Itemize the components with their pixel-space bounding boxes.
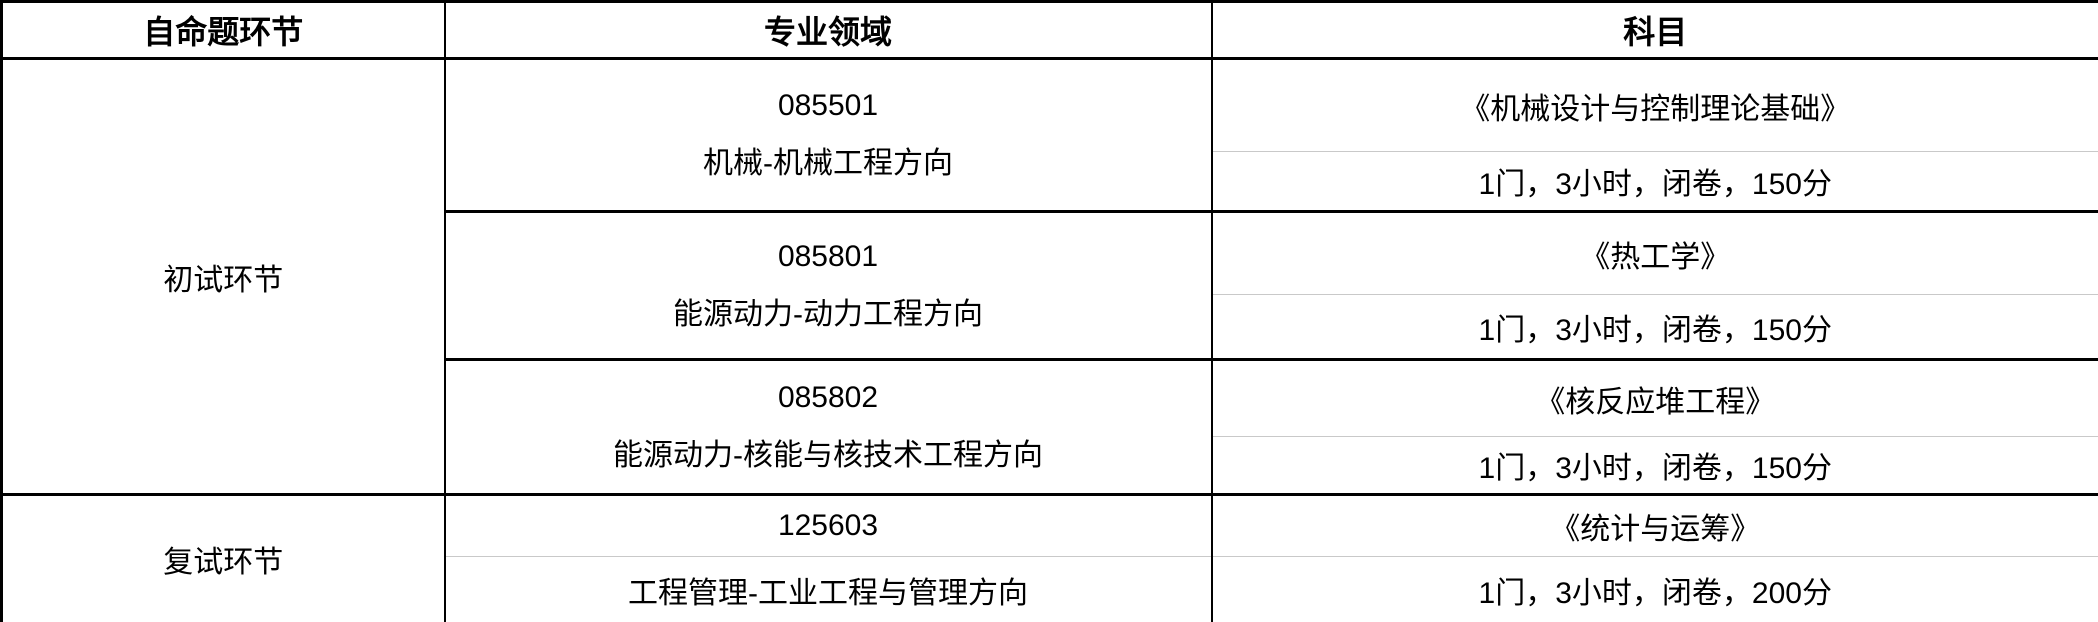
table-row: 085802 能源动力-核能与核技术工程方向 《核反应堆工程》 bbox=[2, 358, 2098, 495]
program-direction: 能源动力-动力工程方向 bbox=[673, 297, 983, 331]
subject-name: 《热工学》 bbox=[1210, 210, 2098, 295]
program-cell-085801: 085801 能源动力-动力工程方向 bbox=[443, 210, 1212, 360]
header-subject: 科目 bbox=[1210, 1, 2098, 60]
subject-details: 1门，3小时，闭卷，150分 bbox=[1210, 151, 2098, 212]
program-direction: 机械-机械工程方向 bbox=[703, 147, 953, 180]
program-direction: 能源动力-核能与核技术工程方向 bbox=[613, 439, 1043, 472]
table-row: 1门，3小时，闭卷，150分 bbox=[2, 294, 2098, 360]
program-code: 085501 bbox=[777, 89, 879, 122]
header-stage: 自命题环节 bbox=[1, 1, 445, 60]
table-row: 1门，3小时，闭卷，150分 bbox=[2, 151, 2098, 212]
table-row: 初试环节 085501 机械-机械工程方向 《机械设计与控制理论基础》 bbox=[2, 58, 2098, 297]
program-cell-085802: 085802 能源动力-核能与核技术工程方向 bbox=[443, 358, 1212, 495]
subject-name: 《统计与运筹》 bbox=[1210, 493, 2098, 557]
program-code: 125603 bbox=[443, 493, 1212, 557]
table-row: 085801 能源动力-动力工程方向 《热工学》 bbox=[2, 210, 2098, 360]
stage-cell-second-round: 复试环节 bbox=[1, 493, 445, 622]
program-direction: 工程管理-工业工程与管理方向 bbox=[443, 556, 1212, 622]
program-cell-085501: 085501 机械-机械工程方向 bbox=[443, 58, 1212, 212]
table-row: 复试环节 125603 《统计与运筹》 bbox=[1, 493, 2098, 622]
stage-cell-first-round: 初试环节 bbox=[163, 263, 284, 297]
subject-details: 1门，3小时，闭卷，150分 bbox=[1210, 436, 2098, 495]
header-row: 自命题环节 专业领域 科目 bbox=[1, 1, 2098, 60]
table-row: 工程管理-工业工程与管理方向 1门，3小时，闭卷，200分 bbox=[2, 556, 2098, 622]
subject-name: 《核反应堆工程》 bbox=[1210, 358, 2098, 437]
subject-details: 1门，3小时，闭卷，150分 bbox=[1210, 294, 2098, 360]
table-row: 1门，3小时，闭卷，150分 bbox=[2, 436, 2098, 495]
program-code: 085802 bbox=[777, 381, 879, 414]
header-field: 专业领域 bbox=[443, 1, 1212, 60]
program-code: 085801 bbox=[777, 239, 879, 273]
subject-name: 《机械设计与控制理论基础》 bbox=[1210, 58, 2098, 152]
subject-details: 1门，3小时，闭卷，200分 bbox=[1210, 556, 2098, 622]
